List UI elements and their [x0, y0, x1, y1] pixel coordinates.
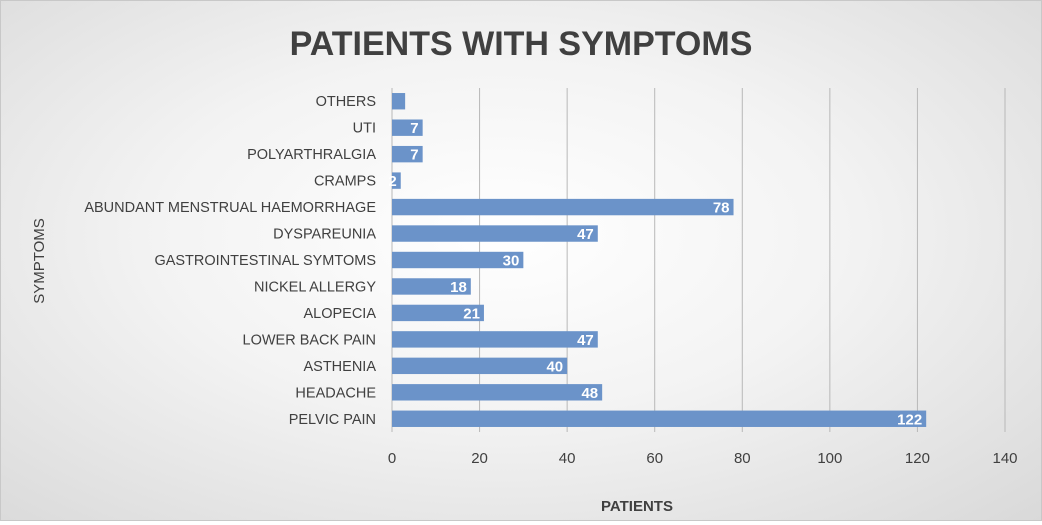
category-label: HEADACHE: [295, 385, 376, 401]
bar: [392, 145, 423, 163]
bar: [392, 278, 471, 295]
bar: [392, 119, 423, 136]
data-label: 78: [713, 200, 730, 217]
bar: [392, 225, 598, 242]
bar: [392, 93, 406, 110]
x-tick-label: 60: [646, 450, 663, 467]
x-tick-labels: 0 20 40 60 80 100 120 140: [388, 450, 1018, 467]
category-label: LOWER BACK PAIN: [243, 332, 376, 348]
data-label: 7: [410, 147, 418, 164]
data-label: 30: [503, 253, 520, 270]
bar: [392, 331, 598, 348]
data-label: 18: [450, 279, 467, 296]
bar: [392, 198, 734, 216]
data-label: 47: [577, 226, 594, 243]
category-label: OTHERS: [316, 94, 376, 110]
category-label: PELVIC PAIN: [289, 412, 376, 428]
bar: [392, 357, 568, 375]
data-label: 2: [388, 173, 396, 190]
x-tick-label: 120: [905, 450, 930, 467]
bar: [392, 304, 484, 322]
data-label: 122: [897, 411, 922, 428]
bar: [392, 251, 524, 269]
category-label: POLYARTHRALGIA: [247, 147, 376, 163]
x-tick-label: 80: [734, 450, 751, 467]
category-labels: PELVIC PAIN HEADACHE ASTHENIA LOWER BACK PA…: [84, 94, 376, 428]
x-tick-label: 40: [559, 450, 576, 467]
data-label: 21: [463, 305, 480, 322]
x-tick-label: 0: [388, 450, 396, 467]
category-label: NICKEL ALLERGY: [254, 279, 376, 295]
category-label: CRAMPS: [314, 174, 376, 190]
category-label: ABUNDANT MENSTRUAL HAEMORRHAGE: [84, 200, 376, 216]
bar: [392, 384, 603, 401]
chart-title: PATIENTS WITH SYMPTOMS: [290, 25, 753, 63]
x-axis-title: PATIENTS: [601, 498, 673, 515]
category-label: ALOPECIA: [303, 306, 376, 322]
category-label: ASTHENIA: [303, 359, 376, 375]
category-label: GASTROINTESTINAL SYMTOMS: [154, 253, 376, 269]
x-tick-label: 140: [992, 450, 1017, 467]
category-label: DYSPAREUNIA: [273, 227, 376, 243]
x-tick-label: 20: [471, 450, 488, 467]
data-label: 40: [546, 358, 563, 375]
y-axis-title: SYMPTOMS: [31, 218, 48, 304]
bar: [392, 172, 401, 189]
category-label: UTI: [353, 121, 376, 137]
data-label: 48: [581, 385, 598, 402]
gridlines: [391, 88, 1006, 432]
data-label: 7: [410, 120, 418, 137]
x-tick-label: 100: [817, 450, 842, 467]
bar: [392, 410, 927, 427]
data-label: 47: [577, 332, 594, 349]
